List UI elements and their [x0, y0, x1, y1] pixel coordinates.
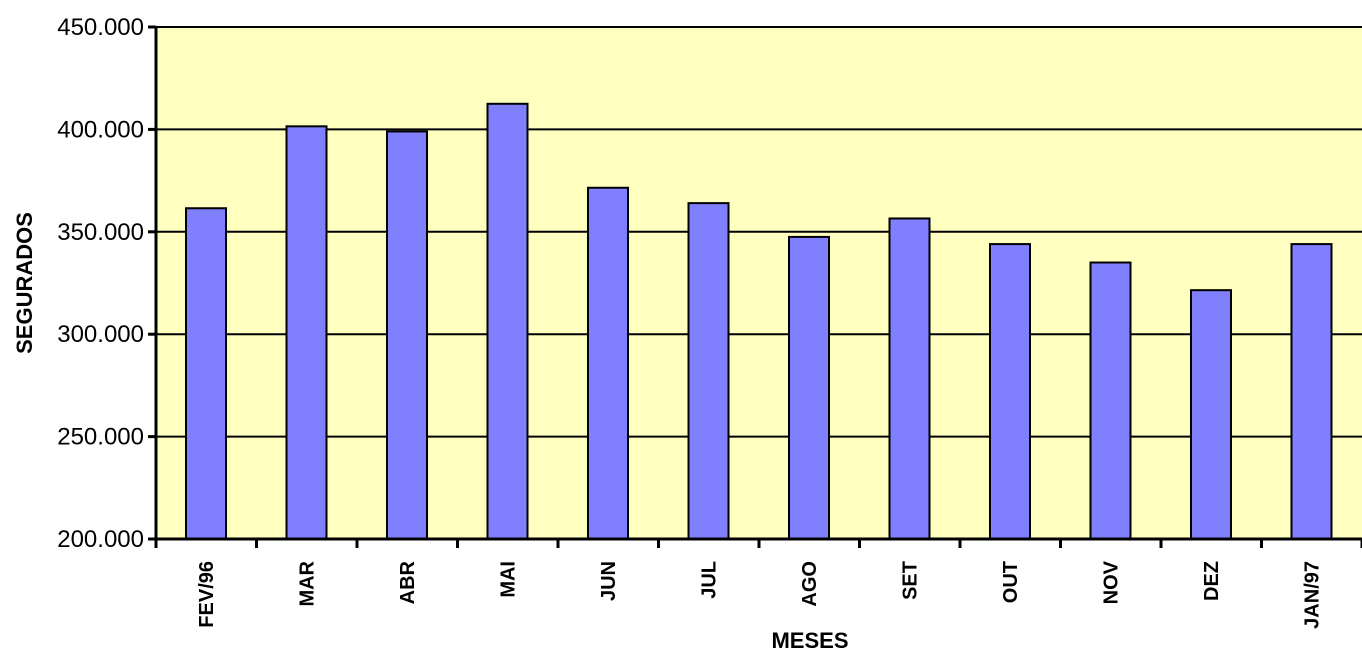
bar: [888, 217, 931, 540]
x-tick-label: SET: [900, 561, 922, 600]
x-tick-label: OUT: [1000, 561, 1022, 603]
bar: [687, 202, 730, 541]
bar: [1190, 289, 1232, 540]
bar: [285, 125, 328, 540]
x-tick-label: JAN/97: [1302, 561, 1324, 629]
x-tick-label: AGO: [799, 561, 821, 607]
y-tick-label: 400.000: [57, 116, 144, 143]
x-tick-label: MAI: [498, 561, 520, 598]
y-axis-title: SEGURADOS: [12, 212, 37, 354]
bar: [185, 207, 227, 541]
x-tick-label: JUN: [598, 561, 620, 601]
y-tick-label: 450.000: [57, 14, 144, 41]
x-tick-label: NOV: [1101, 560, 1123, 604]
bar: [989, 243, 1031, 540]
bar: [587, 186, 629, 540]
x-tick-label: DEZ: [1201, 561, 1223, 601]
y-tick-label: 200.000: [57, 526, 144, 553]
bars: [185, 102, 1333, 541]
bar: [788, 235, 830, 540]
bar: [1089, 261, 1132, 540]
grid-lines: [156, 26, 1362, 438]
x-tick-label: JUL: [699, 561, 721, 599]
y-axis-tick-labels: 200.000 250.000 300.000 350.000 400.000 450.0…: [57, 14, 144, 553]
x-tick-label: FEV/96: [196, 561, 218, 628]
x-axis-title: MESES: [771, 628, 848, 652]
x-tick-label: MAR: [297, 560, 319, 606]
bar: [1290, 243, 1333, 540]
bar: [486, 102, 529, 541]
y-tick-label: 300.000: [57, 321, 144, 348]
x-tick-label: ABR: [397, 560, 419, 604]
y-tick-label: 350.000: [57, 219, 144, 246]
x-axis-tick-labels: FEV/96 MAR ABR MAI JUN JUL AGO SET OUT NOV DEZ JAN/…: [196, 560, 1324, 628]
plot-area: [156, 27, 1362, 539]
y-tick-label: 250.000: [57, 424, 144, 451]
bar: [386, 130, 428, 540]
